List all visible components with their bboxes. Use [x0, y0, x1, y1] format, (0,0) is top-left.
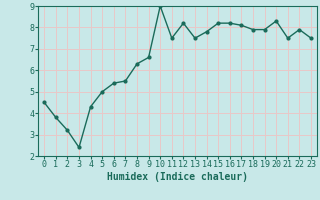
X-axis label: Humidex (Indice chaleur): Humidex (Indice chaleur): [107, 172, 248, 182]
